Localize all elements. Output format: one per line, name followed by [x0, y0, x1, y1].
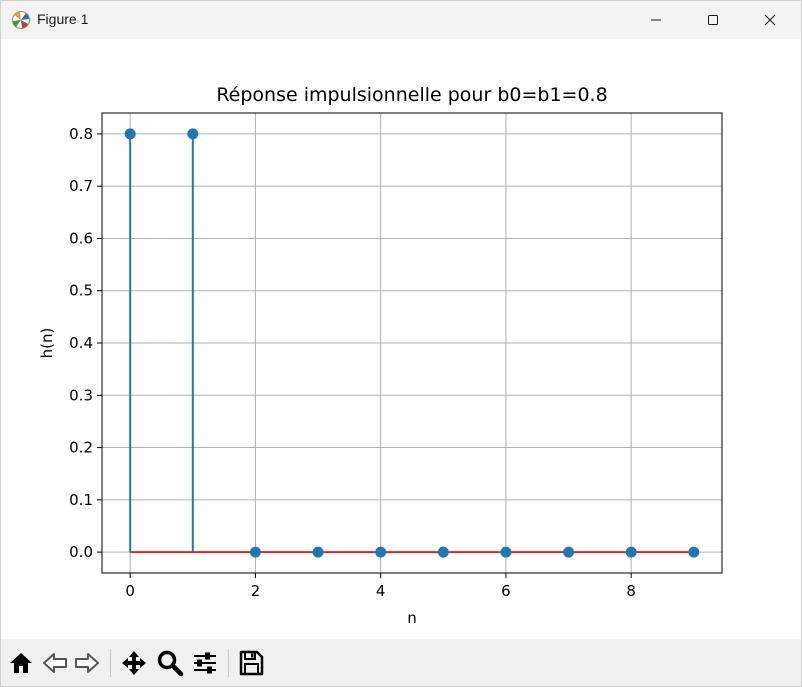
- window-title: Figure 1: [37, 11, 89, 27]
- y-tick-label: 0.0: [69, 543, 93, 561]
- x-tick-label: 0: [125, 582, 135, 600]
- stem-marker: [124, 128, 136, 140]
- home-icon: [10, 653, 32, 673]
- toolbar-separator: [228, 649, 229, 677]
- y-tick-label: 0.7: [69, 177, 93, 195]
- y-tick-label: 0.3: [69, 386, 93, 404]
- stem-marker: [500, 546, 512, 558]
- y-tick-label: 0.5: [69, 282, 93, 300]
- forward-arrow-icon: [75, 653, 99, 673]
- save-icon: [239, 650, 264, 676]
- y-tick-label: 0.2: [69, 439, 93, 457]
- stem-marker: [187, 128, 199, 140]
- matplotlib-icon: [12, 11, 30, 29]
- save-button[interactable]: [235, 647, 267, 679]
- navigation-toolbar: [1, 639, 801, 686]
- grid-lines: [102, 113, 722, 573]
- stems: [124, 128, 700, 558]
- stem-marker: [249, 546, 261, 558]
- stem-marker: [375, 546, 387, 558]
- configure-subplots-icon: [194, 652, 216, 674]
- toolbar-separator: [110, 649, 111, 677]
- minimize-button[interactable]: [633, 1, 679, 39]
- stem-marker: [437, 546, 449, 558]
- y-tick-label: 0.6: [69, 229, 93, 247]
- figure-canvas[interactable]: Réponse impulsionnelle pour b0=b1=0.8 0 2…: [1, 39, 801, 637]
- x-tick-label: 2: [251, 582, 261, 600]
- y-tick-label: 0.8: [69, 125, 93, 143]
- x-tick-label: 6: [501, 582, 511, 600]
- y-tick-label: 0.1: [69, 491, 93, 509]
- maximize-icon: [708, 15, 718, 25]
- pan-button[interactable]: [118, 647, 150, 679]
- stem-marker: [625, 546, 637, 558]
- y-tick-label: 0.4: [69, 334, 93, 352]
- chart-title: Réponse impulsionnelle pour b0=b1=0.8: [216, 84, 607, 106]
- zoom-button[interactable]: [154, 647, 186, 679]
- stem-marker: [688, 546, 700, 558]
- maximize-button[interactable]: [690, 1, 736, 39]
- stem-marker: [563, 546, 575, 558]
- y-axis-label: h(n): [38, 328, 56, 359]
- minimize-icon: [651, 19, 661, 21]
- close-icon: [764, 14, 776, 26]
- configure-subplots-button[interactable]: [189, 647, 221, 679]
- pan-icon: [122, 651, 146, 675]
- close-button[interactable]: [747, 1, 793, 39]
- x-axis-label: n: [407, 609, 417, 627]
- stem-marker: [312, 546, 324, 558]
- axis-ticks: 0 2 4 6 8 0.0 0.1 0.2 0.3 0.4 0.5 0.6 0.7 0.8: [69, 125, 636, 600]
- zoom-icon: [157, 650, 184, 677]
- x-tick-label: 8: [626, 582, 636, 600]
- title-bar[interactable]: Figure 1: [1, 1, 801, 39]
- back-arrow-icon: [43, 653, 67, 673]
- back-button[interactable]: [39, 647, 71, 679]
- home-button[interactable]: [5, 647, 37, 679]
- stem-chart: Réponse impulsionnelle pour b0=b1=0.8 0 2…: [38, 84, 723, 627]
- x-tick-label: 4: [376, 582, 386, 600]
- forward-button[interactable]: [71, 647, 103, 679]
